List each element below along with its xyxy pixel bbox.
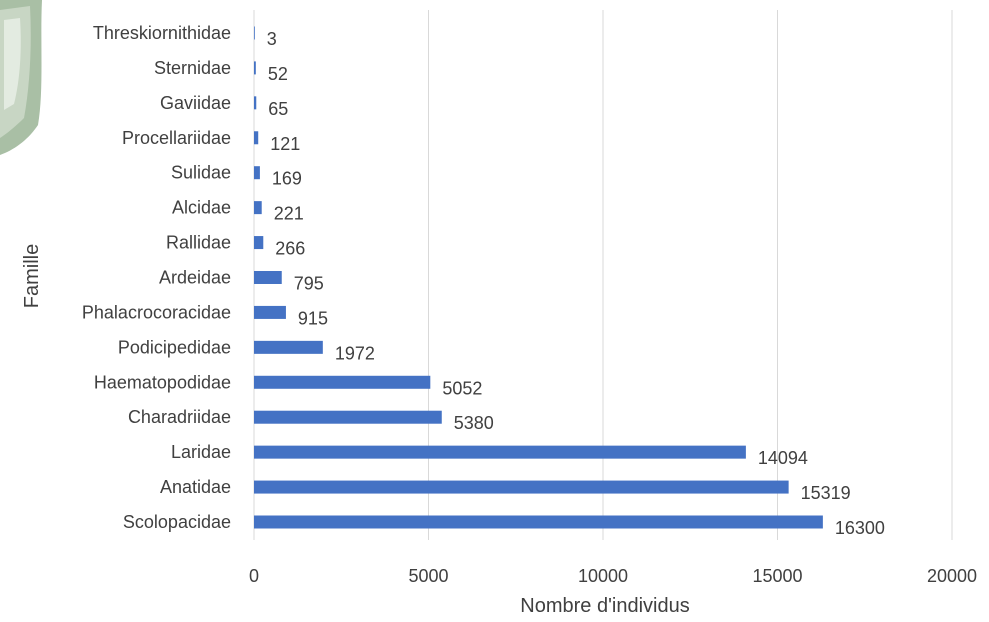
- x-axis-title: Nombre d'individus: [520, 595, 689, 617]
- bar: [254, 61, 256, 75]
- x-tick-label: 0: [249, 566, 259, 586]
- data-label: 221: [274, 204, 304, 224]
- bar: [254, 340, 323, 354]
- data-label: 15319: [801, 483, 851, 503]
- category-label: Laridae: [171, 442, 231, 462]
- bar: [254, 515, 823, 529]
- bar: [254, 166, 260, 180]
- data-label: 915: [298, 308, 328, 328]
- corner-foliage-image: [0, 0, 42, 155]
- x-tick-label: 20000: [927, 566, 977, 586]
- data-label: 52: [268, 64, 288, 84]
- category-label: Sulidae: [171, 163, 231, 183]
- data-label: 5380: [454, 413, 494, 433]
- category-label: Rallidae: [166, 233, 231, 253]
- x-tick-label: 10000: [578, 566, 628, 586]
- category-label: Podicipedidae: [118, 337, 231, 357]
- bar: [254, 445, 746, 459]
- bar: [254, 131, 259, 145]
- data-label: 169: [272, 169, 302, 189]
- category-label: Ardeidae: [159, 267, 231, 287]
- y-axis-title: Famille: [21, 244, 43, 308]
- category-label: Phalacrocoracidae: [82, 302, 231, 322]
- bar: [254, 201, 262, 215]
- bars: [254, 26, 823, 529]
- category-label: Anatidae: [160, 477, 231, 497]
- bar: [254, 26, 255, 40]
- category-label: Gaviidae: [160, 93, 231, 113]
- bar: [254, 410, 442, 424]
- data-label: 16300: [835, 518, 885, 538]
- data-label: 795: [294, 273, 324, 293]
- gridlines: [253, 10, 953, 540]
- data-label: 3: [267, 29, 277, 49]
- data-label: 1972: [335, 343, 375, 363]
- data-label: 65: [268, 99, 288, 119]
- bar: [254, 305, 286, 319]
- bar: [254, 375, 431, 389]
- x-axis-tick-labels: 0 5000 10000 15000 20000: [249, 566, 977, 586]
- x-tick-label: 5000: [408, 566, 448, 586]
- bar: [254, 480, 789, 494]
- category-label: Scolopacidae: [123, 512, 231, 532]
- data-label: 5052: [442, 378, 482, 398]
- bar: [254, 96, 257, 110]
- bar: [254, 236, 264, 250]
- category-label: Threskiornithidae: [93, 23, 231, 43]
- category-labels: Scolopacidae Anatidae Laridae Charadriidae H…: [82, 23, 231, 532]
- bar: [254, 270, 282, 284]
- category-label: Procellariidae: [122, 128, 231, 148]
- category-label: Charadriidae: [128, 407, 231, 427]
- category-label: Alcidae: [172, 198, 231, 218]
- category-label: Haematopodidae: [94, 372, 231, 392]
- data-labels: 16300 15319 14094 5380 5052 1972 915 795 266 221 1…: [267, 29, 885, 538]
- data-label: 266: [275, 239, 305, 259]
- x-tick-label: 15000: [752, 566, 802, 586]
- data-label: 121: [270, 134, 300, 154]
- data-label: 14094: [758, 448, 808, 468]
- category-label: Sternidae: [154, 58, 231, 78]
